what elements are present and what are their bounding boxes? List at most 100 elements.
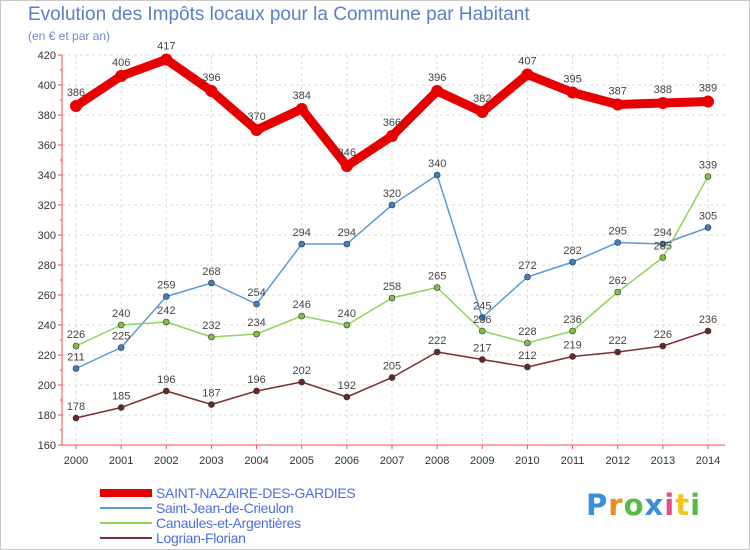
chart-subtitle: (en € et par an) — [28, 29, 111, 43]
data-point — [298, 240, 306, 248]
x-tick-label: 2001 — [109, 455, 133, 467]
logo-letter: P — [586, 488, 609, 522]
data-label: 340 — [428, 158, 446, 170]
y-tick-label: 220 — [38, 350, 56, 362]
data-label: 265 — [428, 271, 446, 283]
x-tick-label: 2007 — [380, 455, 404, 467]
data-point — [704, 224, 712, 231]
data-point — [70, 100, 82, 112]
data-label: 386 — [67, 87, 85, 99]
data-point — [208, 333, 215, 341]
data-point — [478, 327, 486, 335]
data-point — [611, 98, 624, 111]
legend-label-saint-jean: Saint-Jean-de-Crieulon — [156, 500, 294, 516]
x-tick-label: 2009 — [470, 455, 494, 467]
data-label: 232 — [202, 320, 220, 332]
data-label: 262 — [609, 275, 627, 287]
axis-layer: 160 180 200 220 240 260 280 300 320 340 360 380 400 4… — [38, 50, 725, 467]
data-point — [162, 293, 170, 300]
logo-letter: i — [664, 488, 676, 522]
data-point — [162, 387, 170, 395]
data-label: 258 — [383, 281, 401, 293]
data-point — [659, 342, 667, 350]
data-label: 185 — [112, 391, 130, 403]
data-point — [704, 327, 712, 335]
data-label: 240 — [112, 308, 130, 320]
legend-swatch-logrian — [100, 537, 152, 539]
line-chart: 160 180 200 220 240 260 280 300 320 340 360 380 400 4… — [38, 41, 725, 467]
data-point — [340, 160, 353, 172]
data-label: 388 — [654, 84, 672, 96]
data-label: 407 — [518, 56, 536, 68]
x-tick-label: 2006 — [335, 455, 359, 467]
x-tick-label: 2013 — [651, 455, 675, 467]
x-tick-label: 2014 — [696, 455, 720, 467]
data-label: 202 — [293, 365, 311, 377]
data-label: 245 — [473, 301, 491, 313]
data-label: 226 — [67, 329, 85, 341]
data-label: 384 — [293, 90, 311, 102]
data-point — [656, 97, 669, 109]
data-point — [614, 348, 622, 356]
data-point — [433, 171, 441, 179]
data-point — [478, 314, 486, 321]
data-point — [298, 378, 306, 386]
data-label: 370 — [247, 111, 265, 123]
data-label: 205 — [383, 361, 401, 373]
data-label: 222 — [609, 335, 627, 347]
data-point — [659, 254, 667, 261]
data-label: 294 — [338, 227, 356, 239]
data-point — [343, 240, 351, 248]
x-tick-label: 2012 — [605, 455, 629, 467]
data-point — [117, 321, 125, 329]
data-point — [298, 312, 306, 320]
x-tick-label: 2004 — [244, 455, 268, 467]
data-point — [250, 124, 263, 136]
data-label: 240 — [338, 308, 356, 320]
data-label: 417 — [157, 41, 175, 53]
data-point — [162, 318, 170, 326]
legend-swatch-saint-nazaire — [100, 489, 152, 497]
logo-letter: o — [623, 488, 645, 522]
data-point — [205, 85, 218, 97]
data-label: 236 — [473, 314, 491, 326]
data-point — [569, 327, 576, 335]
data-point — [614, 239, 622, 246]
data-label: 187 — [202, 388, 220, 400]
y-tick-label: 200 — [38, 380, 56, 392]
data-point — [72, 365, 80, 372]
data-point — [566, 86, 579, 99]
data-label: 395 — [563, 74, 581, 86]
data-point — [253, 330, 260, 338]
data-point — [72, 342, 80, 350]
data-label: 305 — [699, 211, 717, 223]
y-tick-label: 320 — [38, 200, 56, 212]
data-point — [524, 273, 531, 281]
x-tick-label: 2000 — [64, 455, 88, 467]
data-label: 211 — [67, 352, 85, 364]
data-label: 294 — [654, 227, 672, 239]
data-label: 259 — [157, 280, 175, 292]
data-label: 295 — [609, 226, 627, 238]
data-label: 222 — [428, 335, 446, 347]
data-label: 396 — [202, 72, 220, 84]
data-point — [388, 294, 396, 302]
data-label: 234 — [247, 317, 265, 329]
y-tick-label: 160 — [38, 440, 56, 452]
data-point — [524, 363, 531, 371]
data-point — [295, 103, 308, 115]
data-label: 228 — [518, 326, 536, 338]
data-label: 192 — [338, 380, 356, 392]
data-label: 196 — [157, 374, 175, 386]
data-point — [433, 348, 441, 356]
logo-letter: t — [675, 488, 691, 522]
y-tick-label: 180 — [38, 410, 56, 422]
data-label: 226 — [654, 329, 672, 341]
data-point — [72, 414, 80, 422]
data-point — [524, 339, 531, 347]
data-point — [702, 95, 714, 108]
data-label: 178 — [67, 401, 85, 413]
data-point — [521, 68, 534, 81]
data-point — [478, 356, 486, 363]
y-tick-label: 360 — [38, 140, 56, 152]
